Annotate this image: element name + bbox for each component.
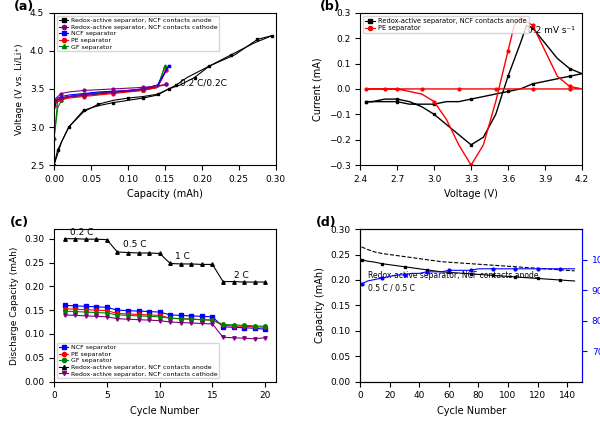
Text: (d): (d) xyxy=(316,216,337,229)
Legend: Redox-active separator, NCF contacts anode, Redox-active separator, NCF contacts: Redox-active separator, NCF contacts ano… xyxy=(57,16,220,51)
Y-axis label: Discharge Capacity (mAh): Discharge Capacity (mAh) xyxy=(10,246,19,365)
Text: 0.5 C: 0.5 C xyxy=(122,240,146,249)
Legend: Redox-active separator, NCF contacts anode, PE separator: Redox-active separator, NCF contacts ano… xyxy=(364,16,529,33)
Text: 1 C: 1 C xyxy=(175,252,190,261)
Legend: NCF separator, PE separator, GF separator, Redox-active separator, NCF contacts : NCF separator, PE separator, GF separato… xyxy=(57,343,220,379)
Y-axis label: Capacity (mAh): Capacity (mAh) xyxy=(315,268,325,343)
X-axis label: Cycle Number: Cycle Number xyxy=(130,406,199,416)
X-axis label: Voltage (V): Voltage (V) xyxy=(444,190,498,199)
X-axis label: Cycle Number: Cycle Number xyxy=(437,406,506,416)
Text: 0.2 C/0.2C: 0.2 C/0.2C xyxy=(180,78,227,87)
Y-axis label: Voltage (V vs. Li/Li⁺): Voltage (V vs. Li/Li⁺) xyxy=(16,43,25,135)
Text: (b): (b) xyxy=(320,0,341,13)
Text: 2 C: 2 C xyxy=(233,271,248,280)
Text: (a): (a) xyxy=(14,0,34,13)
Y-axis label: Current (mA): Current (mA) xyxy=(313,57,323,121)
Text: Redox-active separator, NCF contacts anode
0.5 C / 0.5 C: Redox-active separator, NCF contacts ano… xyxy=(368,271,538,292)
X-axis label: Capacity (mAh): Capacity (mAh) xyxy=(127,190,203,199)
Text: 0.2 C: 0.2 C xyxy=(70,229,93,237)
Text: 0.2 mV s⁻¹: 0.2 mV s⁻¹ xyxy=(527,26,574,35)
Text: (c): (c) xyxy=(10,216,29,229)
